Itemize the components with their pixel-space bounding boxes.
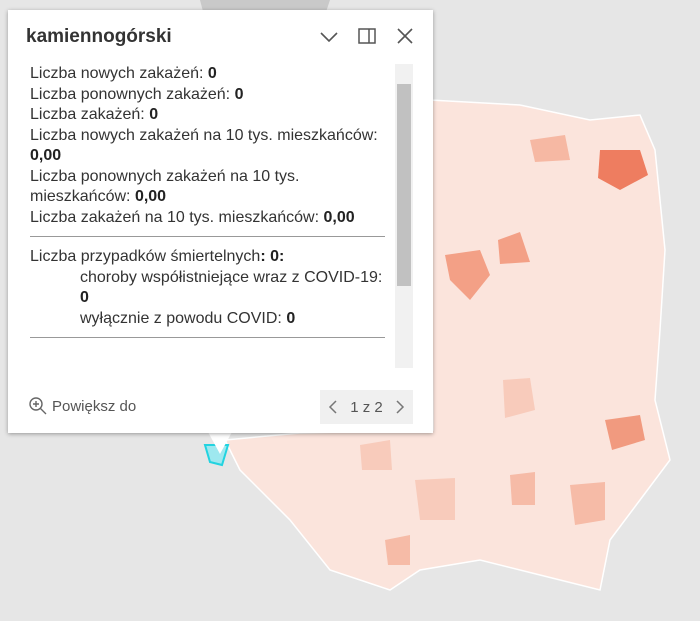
next-button[interactable]	[395, 399, 405, 415]
value: : 0:	[260, 248, 285, 265]
field-label: Liczba ponownych zakażeń:	[30, 85, 231, 103]
zoom-to[interactable]: Powiększ do	[28, 396, 136, 416]
field-value: 0	[149, 106, 159, 123]
popup-pointer	[208, 432, 232, 454]
region	[360, 440, 392, 470]
field: Liczba nowych zakażeń na 10 tys. mieszka…	[30, 126, 385, 167]
field: Liczba ponownych zakażeń: 0	[30, 85, 385, 106]
field: Liczba ponownych zakażeń na 10 tys. mies…	[30, 167, 385, 208]
collapse-button[interactable]	[319, 26, 339, 46]
field-label: Liczba ponownych zakażeń na 10 tys. mies…	[30, 167, 300, 206]
field: Liczba zakażeń: 0	[30, 105, 385, 126]
pager: 1 z 2	[320, 390, 413, 424]
zoom-icon	[29, 397, 47, 415]
zoom-label[interactable]: Powiększ do	[52, 397, 137, 415]
death-item: wyłącznie z powodu COVID: 0	[30, 309, 385, 330]
poland	[223, 99, 671, 591]
divider	[30, 337, 385, 338]
field: Liczba zakażeń na 10 tys. mieszkańców: 0…	[30, 208, 385, 229]
region	[445, 250, 490, 300]
scroll-thumb[interactable]	[397, 84, 411, 286]
field-value: 0,00	[323, 208, 355, 226]
popup-icons	[319, 26, 415, 46]
item-label: wyłącznie z powodu COVID:	[80, 309, 282, 327]
field-label: Liczba zakażeń na 10 tys. mieszkańców:	[30, 208, 320, 226]
field-label: Liczba zakażeń:	[30, 106, 145, 123]
field-label: Liczba nowych zakażeń:	[30, 65, 204, 82]
close-button[interactable]	[395, 26, 415, 46]
divider	[30, 236, 385, 237]
fields: Liczba nowych zakażeń: 0 Liczba ponownych…	[30, 64, 385, 228]
field-label: Liczba nowych zakażeń na 10 tys. mieszka…	[30, 126, 378, 144]
field-value: 0	[207, 65, 217, 82]
label: Liczba przypadków śmiertelnych	[30, 248, 261, 265]
field-value: 0,00	[30, 147, 62, 164]
field-value: 0	[234, 85, 244, 103]
field-value: 0,00	[134, 188, 167, 205]
item-value: 0	[286, 309, 296, 327]
region	[385, 535, 410, 565]
pager-label: 1 z 2	[350, 398, 383, 416]
region	[605, 415, 645, 450]
popup-content: Liczba nowych zakażeń: 0 Liczba ponownych…	[30, 64, 385, 368]
region	[510, 472, 535, 505]
region	[598, 150, 648, 190]
dock-button[interactable]	[357, 26, 377, 46]
region	[498, 232, 530, 264]
death-item: choroby współistniejące wraz z COVID-19:…	[30, 268, 385, 309]
region	[415, 478, 455, 520]
item-label: choroby współistniejące wraz z COVID-19:	[80, 268, 383, 286]
scrollbar[interactable]	[395, 64, 413, 368]
prev-button[interactable]	[328, 399, 338, 415]
region	[503, 378, 535, 418]
field: Liczba nowych zakażeń: 0	[30, 64, 385, 85]
item-value: 0	[80, 289, 89, 306]
region	[570, 482, 605, 525]
popup-title: kamiennogórski	[26, 26, 172, 47]
deaths: Liczba przypadków śmiertelnych: 0: choro…	[30, 247, 385, 329]
region	[530, 135, 570, 162]
